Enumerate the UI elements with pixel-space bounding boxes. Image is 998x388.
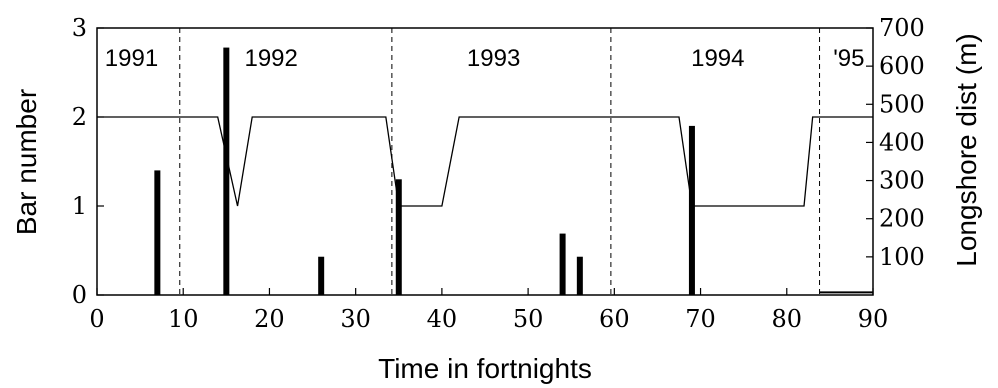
x-tick-label: 80: [772, 305, 803, 333]
x-tick-label: 60: [599, 305, 630, 333]
y-left-tick-label: 2: [72, 103, 87, 131]
data-bar: [576, 256, 583, 295]
y-right-tick-label: 500: [879, 90, 925, 118]
x-tick-label: 30: [340, 305, 371, 333]
tick-label-layer: 1991 1992 1993 1994 '95 0 10 20 30 40 50 60 70 80 90 0 1…: [72, 14, 925, 333]
year-label: 1991: [105, 45, 158, 72]
x-tick-label: 90: [858, 305, 889, 333]
data-bar: [688, 125, 695, 296]
y-left-tick-label: 0: [72, 281, 87, 309]
y-right-tick-label: 700: [879, 14, 925, 42]
data-bar: [395, 179, 402, 295]
series-line: [97, 116, 873, 207]
y-axis-right-title: Longshore dist (m): [951, 33, 982, 266]
x-tick-label: 50: [513, 305, 544, 333]
y-right-tick-label: 600: [879, 52, 925, 80]
x-axis-title: Time in fortnights: [378, 353, 592, 384]
y-right-tick-label: 300: [879, 167, 925, 195]
data-bar: [318, 256, 325, 295]
year-label: 1993: [467, 45, 520, 72]
x-tick-label: 40: [427, 305, 458, 333]
data-bar: [559, 233, 566, 295]
y-left-tick-label: 3: [72, 14, 87, 42]
y-right-tick-label: 200: [879, 205, 925, 233]
year-label: '95: [833, 45, 864, 72]
x-tick-label: 0: [89, 305, 104, 333]
y-right-tick-label: 100: [879, 243, 925, 271]
x-tick-label: 10: [168, 305, 199, 333]
y-right-tick-label: 400: [879, 128, 925, 156]
year-label: 1994: [691, 45, 744, 72]
data-bar: [223, 47, 230, 295]
y-axis-left-title: Bar number: [11, 89, 42, 235]
x-tick-label: 20: [254, 305, 285, 333]
y-left-tick-label: 1: [72, 192, 87, 220]
tick-layer: [96, 27, 874, 296]
series-layer: [97, 47, 873, 296]
year-label: 1992: [244, 45, 297, 72]
data-bar: [154, 170, 161, 295]
x-tick-label: 70: [685, 305, 716, 333]
plot-frame: [96, 27, 874, 296]
